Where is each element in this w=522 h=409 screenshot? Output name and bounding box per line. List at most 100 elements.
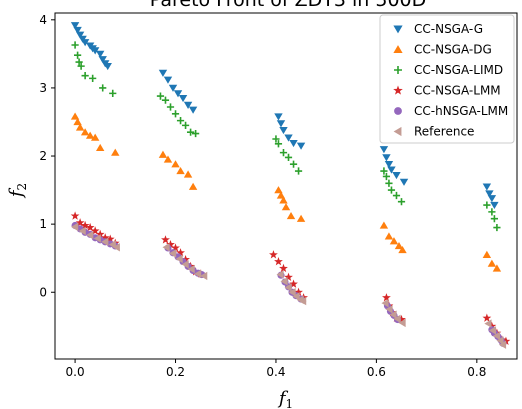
chart-title: Pareto Front of ZDT3 in 500D: [150, 0, 427, 11]
data-point: [93, 234, 101, 243]
legend-entry-cc-hnsga-lmm: CC-hNSGA-LMM: [394, 104, 508, 118]
legend-marker: [393, 85, 403, 95]
data-point: [85, 222, 95, 232]
data-point: [398, 318, 406, 328]
data-point: [75, 123, 85, 131]
data-point: [482, 313, 492, 322]
data-point: [289, 279, 298, 288]
data-point: [90, 47, 100, 55]
y-tick-label: 3: [39, 81, 47, 95]
y-tick-label: 4: [39, 13, 47, 27]
series-cc-nsga-dg: [70, 112, 502, 272]
plot-frame: [54, 12, 518, 360]
data-point: [187, 264, 195, 274]
data-point: [279, 126, 288, 135]
data-point: [276, 120, 286, 128]
data-point: [382, 293, 391, 302]
data-point: [379, 146, 389, 154]
data-point: [80, 39, 90, 47]
data-point: [382, 172, 391, 181]
data-point: [284, 153, 293, 161]
data-point: [493, 223, 501, 232]
y-tick-label: 1: [39, 217, 47, 231]
legend: CC-NSGA-G CC-NSGA-DG CC-NSGA-LIMD CC-NSGA-L…: [379, 14, 515, 144]
data-point: [73, 117, 82, 126]
data-point: [188, 106, 198, 114]
data-point: [103, 62, 112, 71]
data-point: [384, 232, 394, 240]
data-point: [99, 84, 107, 92]
data-point: [384, 161, 394, 169]
data-point: [111, 148, 120, 156]
y-axis-label: f2: [6, 183, 29, 199]
legend-entry-cc-nsga-lmm: CC-NSGA-LMM: [393, 84, 501, 98]
data-point: [169, 249, 177, 258]
plot-points: [70, 22, 511, 349]
data-point: [161, 96, 170, 104]
data-point: [105, 234, 115, 243]
x-tick-label: 0.4: [266, 365, 285, 379]
legend-marker: [394, 66, 402, 74]
data-point: [171, 243, 180, 252]
axis-ticks: [51, 19, 478, 363]
data-point: [488, 208, 496, 216]
data-point: [183, 170, 193, 178]
data-point: [280, 277, 288, 286]
data-point: [387, 166, 396, 174]
legend-entry-cc-nsga-g: CC-NSGA-G: [393, 22, 483, 36]
data-point: [168, 84, 178, 92]
data-point: [392, 171, 401, 180]
data-point: [394, 241, 404, 250]
legend-marker: [393, 25, 403, 34]
series-cc-nsga-lmm: [70, 211, 511, 346]
legend-marker: [393, 45, 403, 53]
legend-label: CC-NSGA-G: [414, 22, 483, 36]
data-point: [276, 191, 286, 199]
y-tick-label: 0: [39, 285, 47, 299]
data-point: [178, 94, 188, 103]
data-point: [181, 260, 189, 269]
data-point: [381, 298, 389, 308]
data-point: [90, 226, 100, 235]
legend-entry-reference: Reference: [393, 125, 474, 139]
data-point: [86, 230, 94, 240]
data-point: [75, 58, 83, 66]
legend-label: CC-NSGA-LIMD: [414, 63, 503, 77]
legend-label: CC-hNSGA-LMM: [414, 104, 508, 118]
data-point: [162, 243, 170, 252]
data-point: [276, 270, 284, 279]
x-tick-label: 0.0: [66, 365, 85, 379]
legend-label: CC-NSGA-DG: [414, 43, 492, 57]
data-point: [487, 259, 497, 267]
data-point: [75, 218, 85, 227]
data-point: [71, 41, 79, 49]
data-point: [192, 129, 200, 138]
data-point: [482, 183, 492, 191]
data-point: [95, 143, 105, 152]
data-point: [112, 243, 120, 252]
data-point: [89, 74, 97, 82]
data-point: [186, 128, 195, 136]
x-axis-label: f1: [277, 388, 293, 409]
legend-marker: [393, 126, 402, 137]
data-point: [173, 90, 183, 98]
data-point: [483, 201, 491, 209]
data-point: [101, 237, 109, 247]
data-point: [296, 214, 306, 222]
data-point: [488, 326, 497, 335]
data-point: [77, 62, 85, 70]
data-point: [490, 215, 499, 223]
data-point: [188, 182, 198, 190]
data-point: [90, 133, 100, 141]
data-point: [100, 233, 110, 242]
y-tick-labels: 0 1 2 3 4: [39, 13, 47, 299]
data-point: [398, 246, 407, 254]
legend-label: CC-NSGA-LMM: [414, 84, 501, 98]
data-point: [274, 113, 283, 121]
data-point: [272, 135, 280, 143]
data-point: [166, 239, 175, 249]
y-axis-label-sub: 2: [15, 183, 29, 191]
data-point: [279, 149, 288, 157]
x-axis-label-sub: 1: [286, 397, 294, 409]
data-point: [183, 101, 193, 109]
